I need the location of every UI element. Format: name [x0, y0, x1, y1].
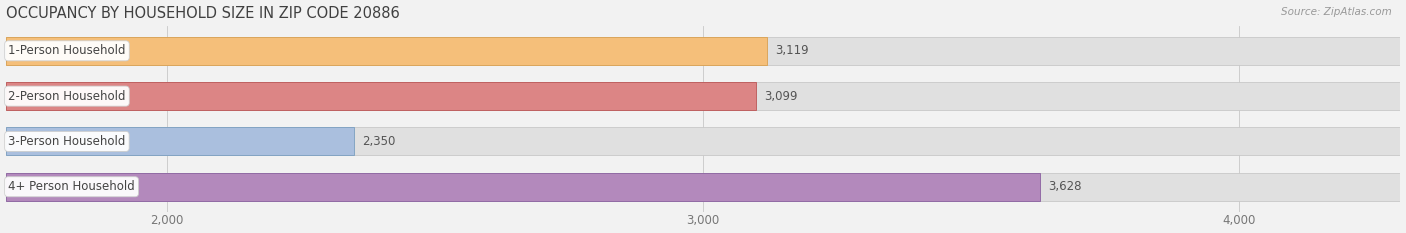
Bar: [6, 127, 354, 155]
Text: Source: ZipAtlas.com: Source: ZipAtlas.com: [1281, 7, 1392, 17]
Bar: [6, 127, 1400, 155]
Bar: [6, 37, 1400, 65]
Bar: [6, 173, 1400, 201]
Bar: [6, 173, 1040, 201]
Text: 3,099: 3,099: [763, 90, 797, 103]
Text: 2-Person Household: 2-Person Household: [8, 90, 125, 103]
Text: OCCUPANCY BY HOUSEHOLD SIZE IN ZIP CODE 20886: OCCUPANCY BY HOUSEHOLD SIZE IN ZIP CODE …: [6, 6, 399, 21]
Bar: [6, 82, 1400, 110]
Text: 3,628: 3,628: [1047, 180, 1081, 193]
Text: 3-Person Household: 3-Person Household: [8, 135, 125, 148]
Text: 1-Person Household: 1-Person Household: [8, 44, 125, 57]
Text: 3,119: 3,119: [775, 44, 808, 57]
Text: 2,350: 2,350: [363, 135, 395, 148]
Bar: [6, 82, 756, 110]
Text: 4+ Person Household: 4+ Person Household: [8, 180, 135, 193]
Bar: [6, 37, 766, 65]
